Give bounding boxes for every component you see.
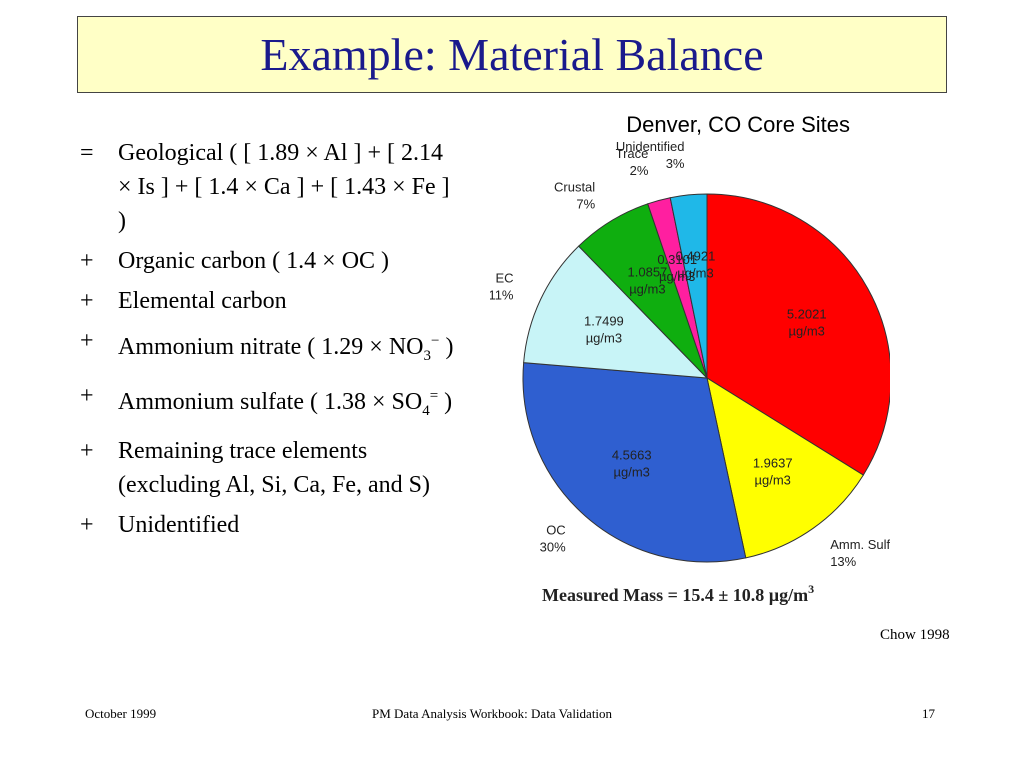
bullet-item: + Remaining trace elements (excluding Al… — [80, 434, 460, 502]
slice-category-label: Unidentified — [616, 139, 685, 154]
pie-slices — [522, 193, 890, 563]
slice-unit-label: µg/m3 — [754, 472, 790, 487]
bullet-text: Unidentified — [118, 511, 240, 538]
footer-date: October 1999 — [85, 706, 157, 721]
bullet-item: + Elemental carbon — [80, 284, 460, 318]
chem-subscript: 4 — [422, 402, 430, 419]
title-box: Example: Material Balance — [77, 16, 947, 93]
bullet-text-main: Ammonium sulfate ( 1.38 × — [118, 388, 392, 415]
bullet-symbol: + — [80, 248, 94, 274]
slice-category-label: Amm. Sulfate — [830, 537, 890, 552]
slice-percent-label: 30% — [540, 540, 566, 555]
slice-value-label: 0.3101 — [657, 252, 697, 267]
slice-value-label: 4.5663 — [612, 448, 652, 463]
bullet-text-tail: ) — [438, 388, 453, 415]
chem-superscript: = — [429, 387, 439, 404]
bullet-text-tail: ) — [439, 334, 454, 360]
bullet-item: + Organic carbon ( 1.4 × OC ) — [80, 244, 460, 278]
bullet-item: + Unidentified — [80, 508, 460, 542]
bullet-symbol: + — [80, 328, 94, 354]
slice-percent-label: 2% — [630, 163, 649, 178]
slice-value-label: 1.0857 — [628, 265, 668, 280]
bullet-symbol: = — [80, 140, 94, 166]
bullet-text: Elemental carbon — [118, 288, 287, 314]
bullet-symbol: + — [80, 437, 94, 464]
slide-title: Example: Material Balance — [260, 29, 764, 80]
bullet-item: + Ammonium sulfate ( 1.38 × SO4= ) — [80, 379, 460, 428]
bullet-list: = Geological ( [ 1.89 × Al ] + [ 2.14 × … — [80, 136, 460, 548]
slice-value-label: 5.2021 — [787, 307, 827, 322]
slice-category-label: EC — [495, 271, 513, 286]
slice-category-label: Crustal — [554, 180, 595, 195]
chem-subscript: 3 — [423, 347, 432, 364]
slice-value-label: 1.7499 — [584, 313, 624, 328]
pie-slice-amm-sulfate — [706, 376, 864, 559]
slice-percent-label: 13% — [830, 554, 856, 569]
pie-slice-oc — [522, 362, 747, 563]
bullet-symbol: + — [80, 511, 94, 538]
bullet-symbol: + — [80, 288, 94, 314]
slice-unit-label: µg/m3 — [586, 330, 622, 345]
slice-unit-label: µg/m3 — [613, 465, 649, 480]
bullet-text: Ammonium nitrate ( 1.29 × NO3− ) — [118, 324, 460, 373]
measured-mass-superscript: 3 — [808, 582, 814, 596]
bullet-text: Geological ( [ 1.89 × Al ] + [ 2.14 × Is… — [118, 140, 450, 234]
bullet-text: Organic carbon ( 1.4 × OC ) — [118, 248, 390, 274]
pie-slice-amm-nitrate — [706, 193, 890, 476]
slice-unit-label: µg/m3 — [788, 324, 824, 339]
bullet-symbol: + — [80, 382, 94, 409]
bullet-text-main: Ammonium nitrate ( 1.29 × — [118, 334, 389, 360]
slice-unit-label: µg/m3 — [629, 282, 665, 297]
bullet-text: Ammonium sulfate ( 1.38 × SO4= ) — [118, 379, 460, 428]
pie-slice-unidentified — [669, 193, 708, 379]
slice-percent-label: 11% — [490, 288, 514, 303]
chem-formula: NO — [388, 334, 424, 360]
slice-category-label: OC — [546, 523, 566, 538]
slice-percent-label: 7% — [576, 197, 595, 212]
bullet-item: + Ammonium nitrate ( 1.29 × NO3− ) — [80, 324, 460, 373]
slice-value-label: 1.9637 — [753, 455, 793, 470]
slice-percent-label: 3% — [666, 156, 685, 171]
source-citation: Chow 1998 — [880, 627, 950, 643]
chem-superscript: − — [431, 333, 440, 349]
slice-unit-label: µg/m3 — [659, 269, 695, 284]
bullet-text: Remaining trace elements (excluding Al, … — [118, 437, 430, 498]
pie-slice-ec — [523, 245, 709, 379]
bullet-item: = Geological ( [ 1.89 × Al ] + [ 2.14 × … — [80, 136, 460, 238]
slice-category-label: Trace — [616, 146, 649, 161]
slice-value-label: 0.4921 — [676, 249, 716, 264]
slice-unit-label: µg/m3 — [677, 266, 713, 281]
footer-page-number: 17 — [922, 706, 935, 721]
measured-mass-label: Measured Mass = 15.4 ± 10.8 µg/m3 — [542, 582, 814, 605]
footer-title: PM Data Analysis Workbook: Data Validati… — [372, 706, 613, 721]
chart-title: Denver, CO Core Sites — [626, 112, 850, 137]
measured-mass-text: Measured Mass = 15.4 ± 10.8 µg/m — [542, 585, 808, 605]
chem-formula: SO — [391, 388, 423, 415]
